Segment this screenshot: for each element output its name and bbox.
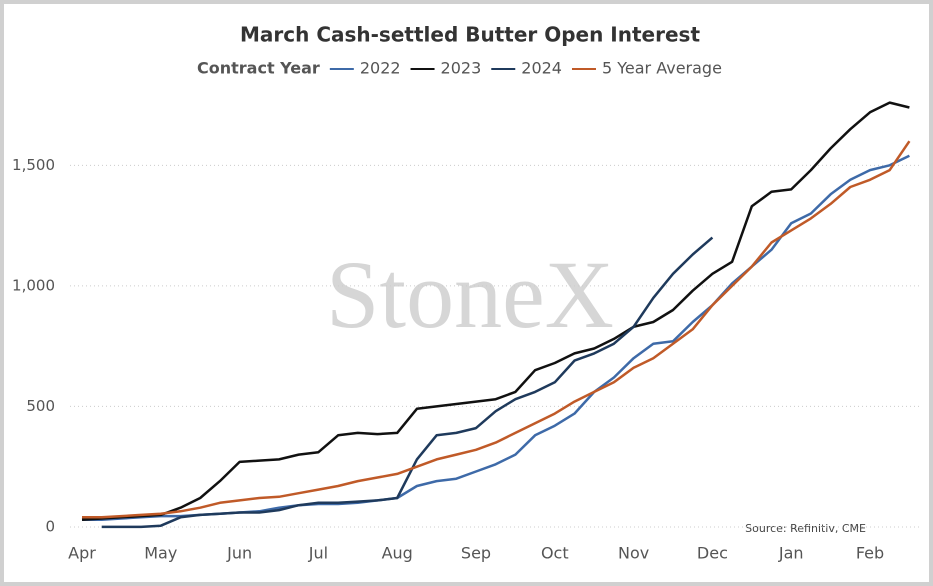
- legend: Contract Year 2022 2023 2024 5 Year Average: [197, 59, 722, 78]
- legend-title: Contract Year: [197, 59, 320, 78]
- legend-label: 5 Year Average: [602, 59, 722, 78]
- x-tick-label: Jul: [308, 544, 328, 563]
- x-tick-label: Sep: [461, 544, 491, 563]
- x-tick-label: Apr: [68, 544, 96, 563]
- series-line: [101, 236, 714, 529]
- x-tick-label: Jun: [226, 544, 252, 563]
- x-tick-label: Feb: [856, 544, 884, 563]
- series-line: [82, 140, 911, 519]
- legend-label: 2022: [360, 59, 401, 78]
- watermark: StoneX: [326, 241, 614, 348]
- series-line: [81, 101, 910, 521]
- source: Source: Refinitiv, CME: [745, 522, 866, 535]
- x-tick-label: May: [144, 544, 177, 563]
- legend-label: 2024: [521, 59, 562, 78]
- y-tick-label: 0: [45, 517, 55, 535]
- x-tick-label: Aug: [382, 544, 413, 563]
- x-tick-label: Nov: [618, 544, 649, 563]
- y-tick-label: 1,500: [12, 156, 55, 174]
- y-tick-label: 1,000: [12, 276, 55, 294]
- x-tick-label: Oct: [541, 544, 569, 563]
- chart-title: March Cash-settled Butter Open Interest: [240, 23, 700, 47]
- y-tick-label: 500: [26, 397, 55, 415]
- legend-label: 2023: [441, 59, 482, 78]
- x-tick-label: Dec: [697, 544, 728, 563]
- x-tick-label: Jan: [778, 544, 804, 563]
